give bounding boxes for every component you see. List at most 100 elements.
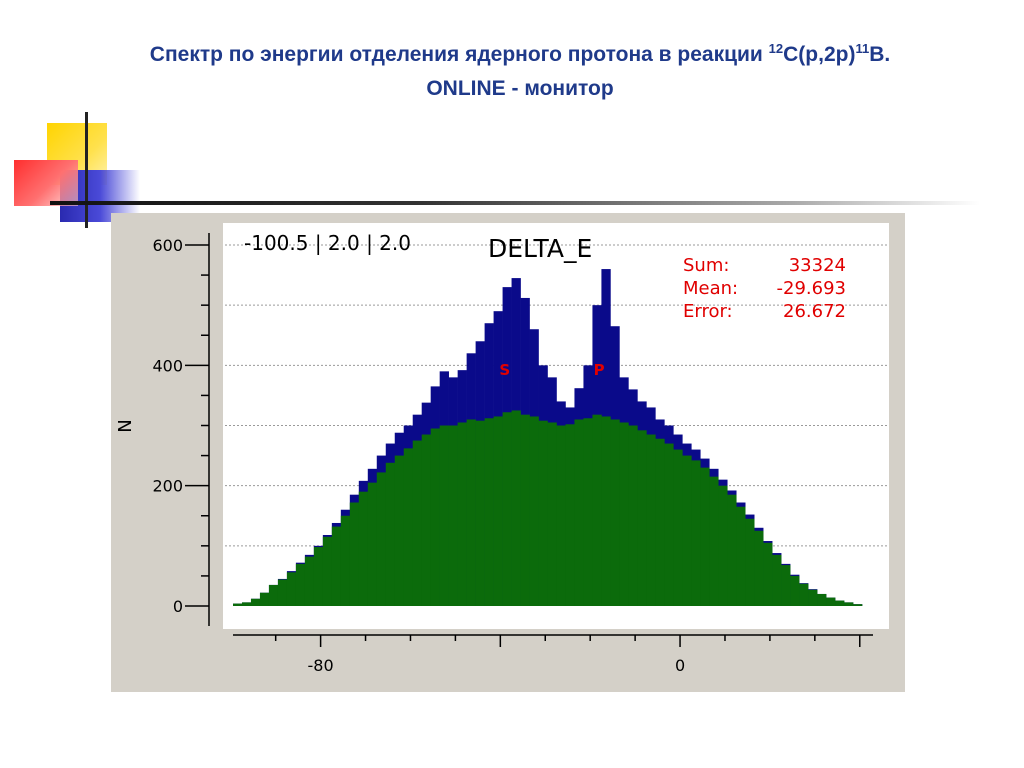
y-tick-label: 200	[152, 477, 183, 496]
slide-title-line1: Спектр по энергии отделения ядерного про…	[40, 38, 1000, 72]
bar-background	[700, 467, 710, 606]
title-superscript-12: 12	[768, 41, 784, 56]
bar-background	[808, 589, 818, 606]
slide-title: Спектр по энергии отделения ядерного про…	[40, 38, 1000, 106]
bar-background	[664, 443, 674, 606]
decorative-horizontal-line	[50, 201, 980, 205]
bar-background	[376, 472, 387, 606]
peak-label: S	[499, 361, 510, 379]
stats-label: Error:	[683, 301, 733, 322]
bar-background	[412, 440, 423, 606]
bar-background	[322, 536, 333, 606]
bar-background	[556, 425, 566, 606]
y-axis-label: N	[115, 419, 136, 432]
bar-background	[601, 416, 611, 606]
bar-background	[790, 575, 800, 606]
bar-background	[835, 600, 845, 606]
bar-background	[367, 482, 378, 606]
bar-background	[502, 412, 512, 606]
bar-background	[448, 425, 458, 606]
stats-value: 33324	[789, 255, 846, 276]
bar-background	[565, 424, 575, 606]
stats-label: Sum:	[683, 255, 729, 276]
bar-background	[493, 416, 503, 606]
chart-header: -100.5 | 2.0 | 2.0	[244, 231, 411, 255]
bar-background	[250, 598, 261, 606]
bar-background	[286, 572, 297, 606]
bar-background	[763, 542, 773, 606]
bar-background	[304, 556, 315, 606]
x-tick-label: -80	[308, 656, 334, 675]
bar-background	[844, 602, 854, 606]
title-reaction-end: B.	[869, 43, 891, 66]
bar-background	[628, 425, 638, 606]
decorative-vertical-line	[85, 112, 88, 228]
bar-background	[529, 416, 539, 606]
bar-background	[511, 410, 521, 606]
bar-background	[610, 419, 620, 606]
bar-background	[745, 518, 755, 606]
bar-background	[826, 597, 836, 606]
bar-background	[233, 603, 243, 606]
y-tick-label: 0	[173, 597, 183, 616]
stats-value: 26.672	[783, 301, 846, 322]
bar-background	[295, 563, 306, 606]
bar-background	[592, 414, 602, 606]
bar-background	[736, 506, 746, 606]
histogram-chart: 0 200 400 600 N -80 0 -100.5 | 2.0 | 2.0 DELTA_E…	[115, 231, 887, 675]
slide-title-line2: ONLINE - монитор	[426, 77, 614, 100]
bar-background	[340, 515, 351, 606]
bar-background	[421, 434, 431, 606]
bar-background	[772, 554, 782, 606]
bar-background	[709, 476, 719, 606]
bar-background	[268, 584, 279, 606]
bar-background	[718, 485, 728, 606]
bar-background	[754, 530, 764, 606]
bar-background	[349, 502, 360, 606]
bar-background	[394, 455, 405, 606]
y-tick-label: 400	[152, 356, 183, 375]
stats-label: Mean:	[683, 278, 738, 299]
bar-background	[655, 438, 665, 606]
decorative-red-square	[14, 160, 78, 206]
peak-label: P	[594, 361, 605, 379]
bar-background	[538, 420, 548, 606]
axes	[185, 233, 873, 647]
bar-background	[547, 422, 557, 606]
bar-background	[457, 422, 467, 606]
bar-background	[853, 604, 863, 606]
title-reaction: C(p,2p)	[783, 43, 856, 66]
bar-background	[637, 430, 647, 606]
background-series-bars	[233, 410, 863, 606]
bar-background	[781, 565, 791, 606]
bar-background	[583, 418, 593, 606]
chart-labels: 0 200 400 600 N -80 0 -100.5 | 2.0 | 2.0 DELTA_E…	[115, 231, 846, 675]
bar-background	[277, 579, 288, 606]
bar-background	[484, 418, 494, 606]
bar-background	[259, 592, 270, 606]
title-text: Спектр по энергии отделения ядерного про…	[149, 43, 769, 66]
bar-background	[331, 526, 342, 606]
bar-background	[439, 425, 449, 606]
bar-background	[619, 422, 629, 606]
bar-background	[403, 448, 414, 606]
bar-background	[358, 491, 369, 606]
bar-background	[691, 460, 701, 606]
bar-background	[673, 449, 683, 606]
title-superscript-11: 11	[855, 41, 870, 56]
bar-background	[430, 428, 440, 606]
bar-background	[817, 593, 827, 606]
y-tick-label: 600	[152, 236, 183, 255]
bar-background	[241, 602, 252, 606]
bar-background	[313, 547, 324, 606]
stats-value: -29.693	[777, 278, 846, 299]
bar-background	[475, 420, 485, 606]
bar-background	[799, 583, 809, 606]
chart-panel: 0 200 400 600 N -80 0 -100.5 | 2.0 | 2.0 DELTA_E…	[111, 213, 905, 692]
bar-background	[574, 419, 584, 606]
bar-background	[466, 419, 476, 606]
bar-background	[727, 494, 737, 606]
chart-title: DELTA_E	[488, 234, 592, 263]
bar-background	[682, 455, 692, 606]
x-tick-label: 0	[675, 656, 685, 675]
